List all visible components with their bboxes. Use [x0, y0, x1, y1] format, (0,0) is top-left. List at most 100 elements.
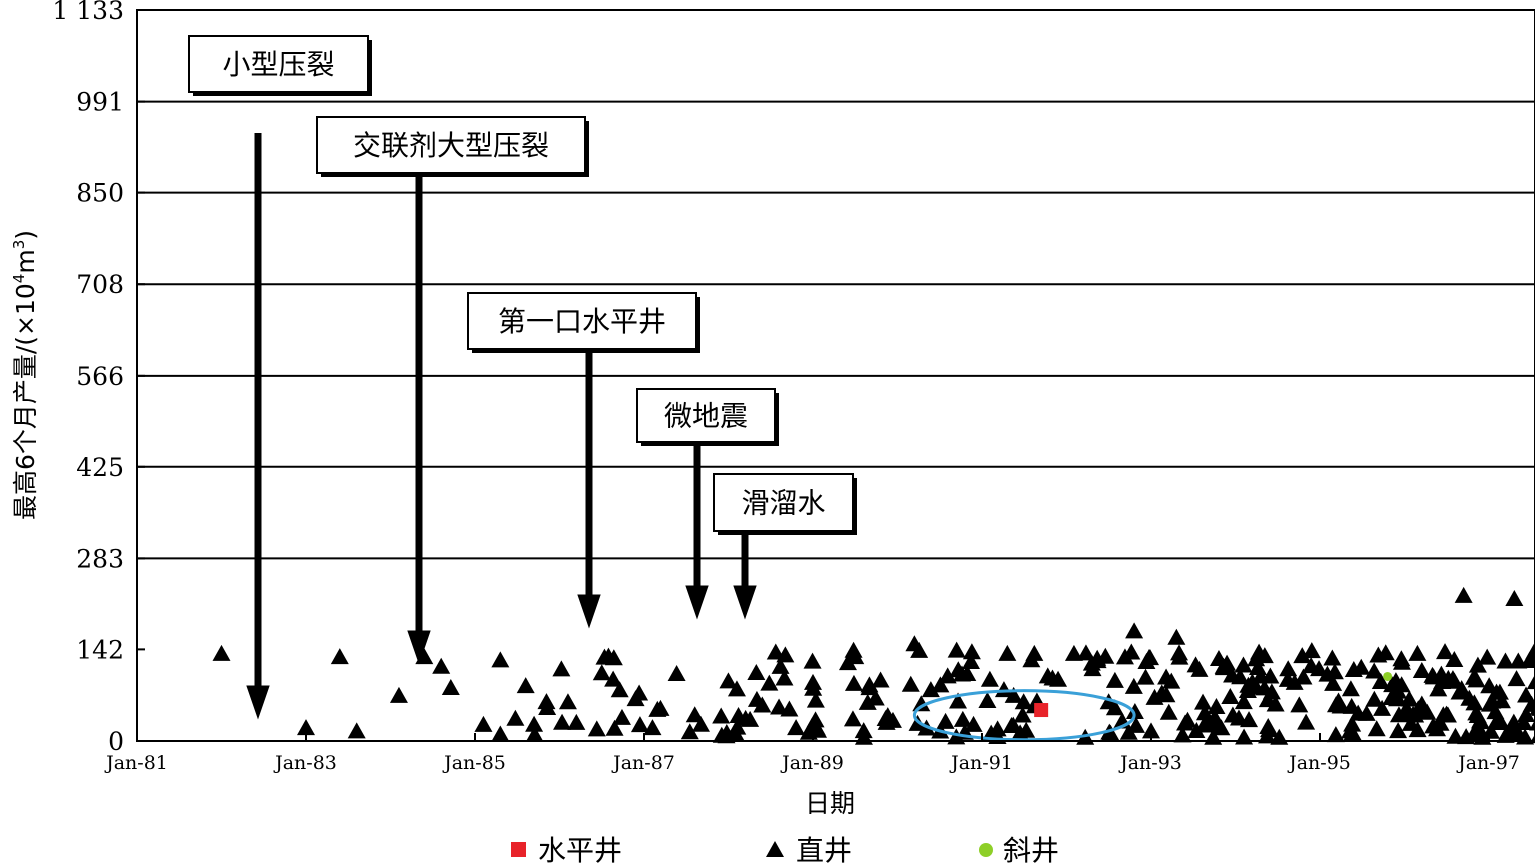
data-point-triangle [1231, 668, 1250, 685]
y-axis-ticks: 0 142 283 425 566 708 850 991 1 133 [52, 0, 145, 756]
data-point-triangle [587, 720, 606, 737]
data-point-triangle [1293, 647, 1312, 664]
data-point-triangle [212, 644, 231, 661]
annotation: 小型压裂 [188, 35, 372, 720]
data-point-triangle [901, 675, 920, 692]
data-point-triangle [727, 680, 746, 697]
data-point-triangle [1387, 686, 1406, 703]
data-point-triangle [1125, 703, 1144, 720]
annotation-box [316, 116, 586, 174]
data-point-triangle [1014, 693, 1033, 710]
data-point-triangle [1408, 644, 1427, 661]
data-point-triangle [1099, 693, 1118, 710]
data-point-triangle [1437, 705, 1456, 722]
data-point-triangle [1436, 643, 1455, 660]
data-point-triangle [1162, 672, 1181, 689]
data-point-circle [1383, 671, 1393, 681]
data-point-triangle [1258, 727, 1277, 744]
data-point-triangle [1450, 683, 1469, 700]
data-point-triangle [717, 724, 736, 741]
data-point-triangle [1262, 683, 1281, 700]
data-point-triangle [860, 679, 879, 696]
data-point-triangle [921, 681, 940, 698]
data-point-triangle [612, 708, 631, 725]
data-point-triangle [1439, 669, 1458, 686]
data-point-triangle [1105, 671, 1124, 688]
data-point-triangle [1507, 670, 1526, 687]
data-point-triangle [389, 686, 408, 703]
data-point-triangle [912, 695, 931, 712]
data-point-triangle [592, 664, 611, 681]
data-point-triangle [1285, 673, 1304, 690]
data-point-triangle [1297, 713, 1316, 730]
y-axis-title-sup: 4 [10, 274, 28, 284]
x-tick-label: Jan-87 [611, 752, 675, 774]
data-point-triangle [1049, 670, 1068, 687]
legend-marker-deviated-well [979, 843, 993, 857]
data-point-triangle [330, 648, 349, 665]
data-point-triangle [1266, 695, 1285, 712]
data-point-triangle [1125, 622, 1144, 639]
annotation-arrow-head [246, 685, 270, 720]
legend-marker-vertical-well [766, 841, 784, 857]
data-point-triangle [1467, 671, 1486, 688]
annotation: 滑溜水 [713, 473, 857, 620]
x-axis-ticks: Jan-81 Jan-83 Jan-85 Jan-87 Jan-89 Jan-91 Jan-… [104, 733, 1520, 774]
data-point-triangle [1371, 672, 1390, 689]
data-point-triangle [931, 676, 950, 693]
x-tick-label: Jan-93 [1118, 752, 1182, 774]
data-point-triangle [1344, 661, 1363, 678]
annotation-box [467, 292, 697, 350]
data-point-triangle [1082, 654, 1101, 671]
data-point-triangle [1343, 724, 1362, 741]
gridlines [137, 100, 1535, 560]
data-point-triangle [1294, 668, 1313, 685]
data-point-triangle [516, 677, 535, 694]
data-point-triangle [1486, 703, 1505, 720]
data-point-triangle [1400, 690, 1419, 707]
data-point-triangle [876, 710, 895, 727]
data-point-triangle [1013, 706, 1032, 723]
data-point-triangle [604, 670, 623, 687]
data-point-triangle [1167, 628, 1186, 645]
data-points [212, 586, 1535, 739]
annotation: 交联剂大型压裂 [316, 116, 589, 665]
y-axis-title-main: 最高6个月产量/(×10 [11, 283, 40, 520]
data-point-triangle [760, 674, 779, 691]
data-point-triangle [1195, 704, 1214, 721]
data-point-triangle [1505, 590, 1524, 607]
highlight-ellipses [912, 689, 1136, 742]
data-point-triangle [1517, 686, 1535, 703]
data-point-triangle [651, 699, 670, 716]
data-point-triangle [553, 713, 572, 730]
data-point-triangle [1365, 690, 1384, 707]
data-point-triangle [1412, 662, 1431, 679]
data-point-triangle [558, 693, 577, 710]
annotation: 第一口水平井 [467, 292, 700, 629]
data-point-triangle [1247, 650, 1266, 667]
data-point-triangle [525, 725, 544, 742]
annotation-arrow-head [577, 594, 601, 629]
data-point-triangle [1460, 689, 1479, 706]
data-point-triangle [1530, 646, 1535, 655]
data-point-triangle [1251, 667, 1270, 684]
highlight-ellipse [912, 689, 1136, 742]
data-point-triangle [1349, 704, 1368, 721]
data-point-triangle [643, 719, 662, 736]
data-point-triangle [1239, 676, 1258, 693]
data-point-triangle [474, 715, 493, 732]
data-point-triangle [736, 709, 755, 726]
data-point-triangle [1401, 714, 1420, 731]
annotation-label: 第一口水平井 [498, 305, 666, 338]
data-point-triangle [1373, 699, 1392, 716]
data-point-triangle [1492, 692, 1511, 709]
x-axis-title: 日期 [805, 789, 855, 818]
data-point-triangle [843, 710, 862, 727]
y-tick-label: 0 [108, 727, 124, 756]
data-point-triangle [1343, 715, 1362, 732]
y-tick-label: 425 [76, 453, 124, 482]
data-point-triangle [1170, 648, 1189, 665]
data-point-triangle [1025, 644, 1044, 661]
y-tick-label: 991 [76, 88, 124, 117]
